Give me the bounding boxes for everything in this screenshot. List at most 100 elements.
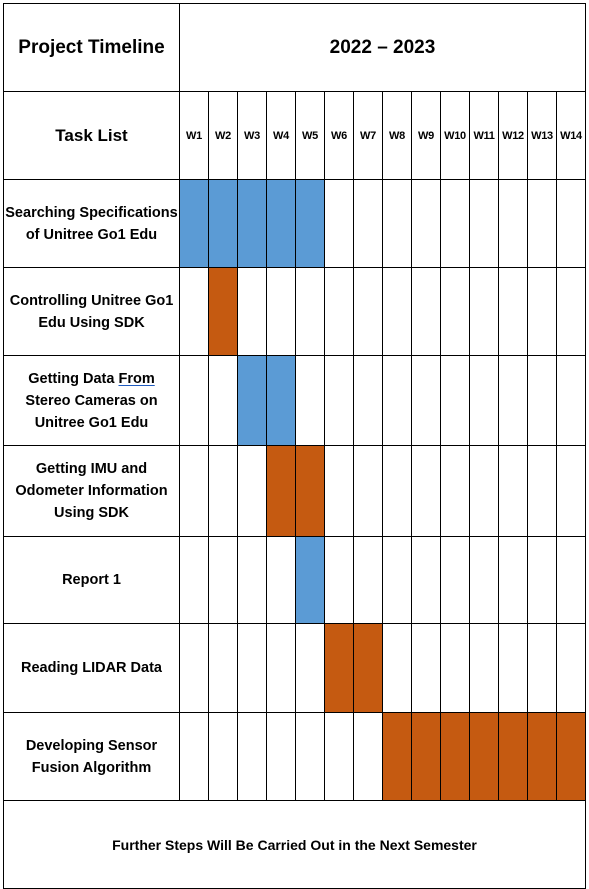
empty-week-cell <box>266 623 296 713</box>
empty-week-cell <box>237 712 267 801</box>
task-row: Getting Data From Stereo Cameras on Unitre… <box>3 355 586 446</box>
task-label-line: Getting IMU and <box>35 461 148 477</box>
week-header-12: W12 <box>498 91 528 180</box>
week-header-9: W9 <box>411 91 441 180</box>
empty-week-cell <box>324 179 354 268</box>
task-label-line: Stereo Cameras on <box>25 392 158 409</box>
empty-week-cell <box>469 179 499 268</box>
task-label: Report 1 <box>3 536 180 624</box>
empty-week-cell <box>498 355 528 446</box>
week-header-13: W13 <box>527 91 557 180</box>
weeks-row: Task List W1 W2 W3 W4 W5 W6 W7 W8 W9 W10 W11 W12 W13… <box>3 91 586 180</box>
timeline-container: Project Timeline 2022 – 2023 Task List W… <box>3 3 586 889</box>
empty-week-cell <box>556 355 586 446</box>
empty-week-cell <box>498 267 528 356</box>
task-label-line: Controlling Unitree Go1 <box>9 292 174 309</box>
empty-week-cell <box>179 623 209 713</box>
project-timeline-table: Project Timeline 2022 – 2023 Task List W… <box>3 3 586 889</box>
task-label-line: Report 1 <box>62 572 121 588</box>
empty-week-cell <box>527 536 557 624</box>
task-bar-cell <box>237 179 267 268</box>
week-header-14: W14 <box>556 91 586 180</box>
task-list-header: Task List <box>3 91 180 180</box>
task-bar-cell <box>440 712 470 801</box>
empty-week-cell <box>440 179 470 268</box>
task-label: Getting IMU and Odometer Information Using… <box>3 445 180 537</box>
task-label-line: Unitree Go1 Edu <box>34 414 149 431</box>
empty-week-cell <box>498 179 528 268</box>
empty-week-cell <box>469 536 499 624</box>
task-bar-cell <box>237 355 267 446</box>
empty-week-cell <box>382 536 412 624</box>
empty-week-cell <box>382 267 412 356</box>
empty-week-cell <box>295 623 325 713</box>
task-label: Getting Data From Stereo Cameras on Unitre… <box>3 355 180 446</box>
task-label: Searching Specifications of Unitree Go1 E… <box>3 179 180 268</box>
empty-week-cell <box>295 267 325 356</box>
task-bar-cell <box>527 712 557 801</box>
task-bar-cell <box>295 536 325 624</box>
empty-week-cell <box>498 445 528 537</box>
title-row: Project Timeline 2022 – 2023 <box>3 3 586 92</box>
week-header-7: W7 <box>353 91 383 180</box>
empty-week-cell <box>353 267 383 356</box>
empty-week-cell <box>469 623 499 713</box>
empty-week-cell <box>440 536 470 624</box>
empty-week-cell <box>324 712 354 801</box>
empty-week-cell <box>266 536 296 624</box>
empty-week-cell <box>527 355 557 446</box>
task-bar-cell <box>266 445 296 537</box>
empty-week-cell <box>469 267 499 356</box>
task-label-line: Odometer Information <box>15 483 168 499</box>
task-label: Controlling Unitree Go1 Edu Using SDK <box>3 267 180 356</box>
empty-week-cell <box>324 355 354 446</box>
empty-week-cell <box>527 179 557 268</box>
empty-week-cell <box>469 355 499 446</box>
empty-week-cell <box>179 445 209 537</box>
empty-week-cell <box>179 712 209 801</box>
task-label: Developing Sensor Fusion Algorithm <box>3 712 180 801</box>
empty-week-cell <box>295 355 325 446</box>
task-row: Controlling Unitree Go1 Edu Using SDK <box>3 267 586 356</box>
empty-week-cell <box>208 355 238 446</box>
empty-week-cell <box>440 267 470 356</box>
task-label-line: Fusion Algorithm <box>31 759 152 776</box>
task-bar-cell <box>353 623 383 713</box>
task-bar-cell <box>324 623 354 713</box>
task-bar-cell <box>469 712 499 801</box>
empty-week-cell <box>527 267 557 356</box>
empty-week-cell <box>353 179 383 268</box>
task-bar-cell <box>266 355 296 446</box>
empty-week-cell <box>556 267 586 356</box>
empty-week-cell <box>295 712 325 801</box>
empty-week-cell <box>411 267 441 356</box>
empty-week-cell <box>237 267 267 356</box>
week-header-6: W6 <box>324 91 354 180</box>
empty-week-cell <box>208 445 238 537</box>
empty-week-cell <box>556 536 586 624</box>
task-row: Reading LIDAR Data <box>3 623 586 713</box>
empty-week-cell <box>237 536 267 624</box>
task-row: Developing Sensor Fusion Algorithm <box>3 712 586 801</box>
empty-week-cell <box>440 355 470 446</box>
week-header-5: W5 <box>295 91 325 180</box>
empty-week-cell <box>556 623 586 713</box>
empty-week-cell <box>382 179 412 268</box>
empty-week-cell <box>324 445 354 537</box>
footer-row: Further Steps Will Be Carried Out in the… <box>3 800 586 889</box>
task-label-line: Getting Data From <box>28 370 155 387</box>
empty-week-cell <box>353 536 383 624</box>
task-bar-cell <box>411 712 441 801</box>
empty-week-cell <box>324 536 354 624</box>
task-bar-cell <box>498 712 528 801</box>
empty-week-cell <box>527 623 557 713</box>
task-bar-cell <box>556 712 586 801</box>
empty-week-cell <box>237 445 267 537</box>
task-label-line: of Unitree Go1 Edu <box>25 226 158 243</box>
empty-week-cell <box>353 355 383 446</box>
task-bar-cell <box>208 179 238 268</box>
task-label: Reading LIDAR Data <box>3 623 180 713</box>
empty-week-cell <box>440 623 470 713</box>
task-bar-cell <box>208 267 238 356</box>
task-bar-cell <box>266 179 296 268</box>
